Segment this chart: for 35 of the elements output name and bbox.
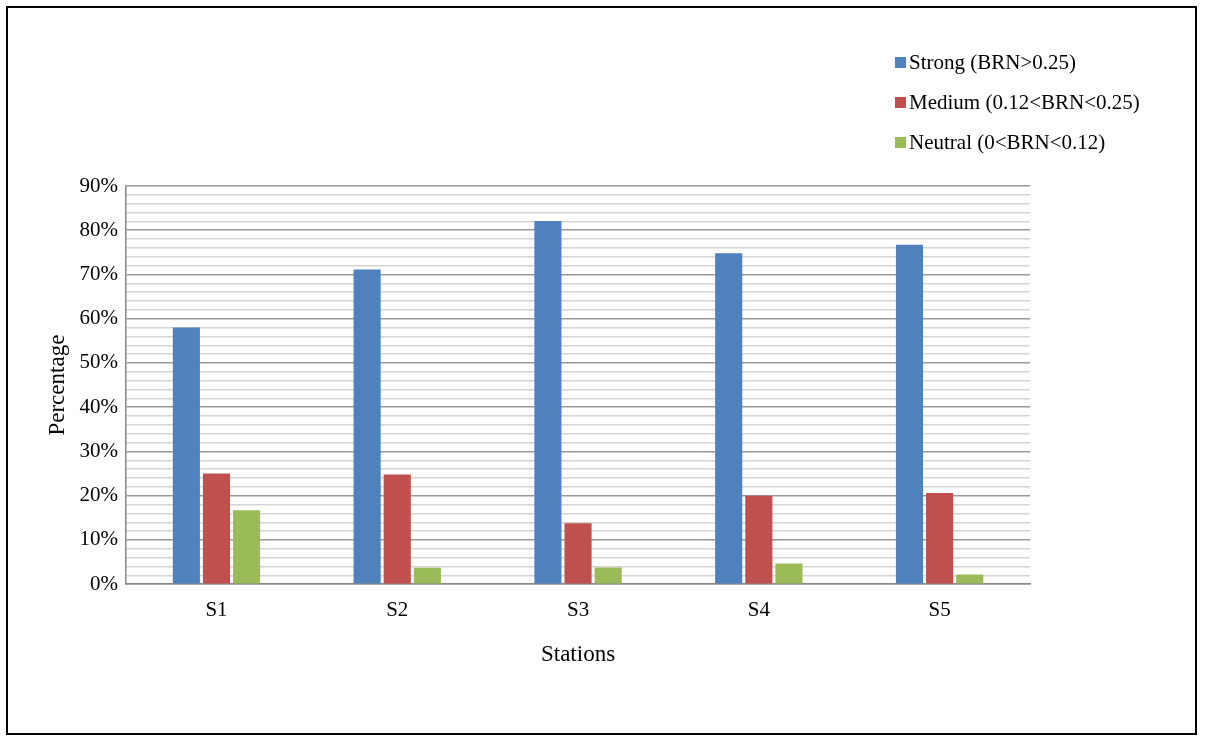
y-tick-label: 0% <box>90 570 119 595</box>
bar <box>926 493 954 584</box>
legend-label: Strong (BRN>0.25) <box>909 49 1077 75</box>
x-tick-label: S1 <box>205 597 228 622</box>
x-tick-label: S2 <box>386 597 409 622</box>
legend-label: Neutral (0<BRN<0.12) <box>909 129 1106 155</box>
bar <box>202 473 231 584</box>
bar <box>353 269 381 584</box>
bar <box>745 495 773 584</box>
bar <box>715 253 743 584</box>
x-axis-title: Stations <box>540 641 616 667</box>
y-tick-label: 50% <box>79 349 119 374</box>
y-tick-label: 60% <box>79 305 119 330</box>
bar <box>534 220 562 584</box>
x-tick-label: S4 <box>747 597 771 622</box>
y-tick-label: 70% <box>79 261 119 285</box>
y-tick-label: 80% <box>79 216 119 241</box>
bar <box>956 574 984 584</box>
bar <box>775 563 803 584</box>
bar <box>895 244 924 584</box>
bar <box>383 474 411 584</box>
legend-label: Medium (0.12<BRN<0.25) <box>909 89 1140 115</box>
bar <box>594 567 622 584</box>
x-tick-label: S3 <box>566 597 590 622</box>
x-tick-label: S5 <box>928 597 951 622</box>
bar <box>413 567 441 584</box>
y-tick-label: 20% <box>79 482 119 507</box>
y-tick-label: 10% <box>79 526 119 551</box>
y-tick-label: 30% <box>79 437 119 462</box>
bar <box>172 327 200 584</box>
y-axis-title: Percentage <box>43 334 69 436</box>
bar <box>233 510 261 584</box>
bar <box>564 523 592 584</box>
y-tick-label: 40% <box>79 393 119 418</box>
y-tick-label: 90% <box>79 172 119 197</box>
